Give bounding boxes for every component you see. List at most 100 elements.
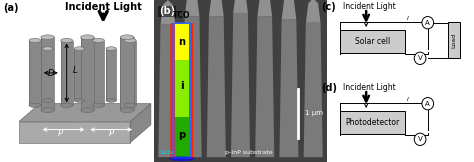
Polygon shape	[81, 37, 83, 110]
Text: 1 μm: 1 μm	[305, 110, 323, 116]
Bar	[74, 49, 84, 100]
Text: Solar cell: Solar cell	[355, 37, 390, 46]
Circle shape	[414, 52, 426, 64]
Polygon shape	[257, 0, 272, 16]
Ellipse shape	[92, 103, 104, 107]
Bar	[43, 49, 53, 100]
Bar	[340, 30, 405, 53]
Ellipse shape	[81, 108, 94, 113]
Polygon shape	[282, 0, 296, 19]
Text: (b): (b)	[159, 6, 175, 17]
Polygon shape	[74, 49, 77, 100]
Text: Photodetector: Photodetector	[345, 118, 400, 127]
Bar	[175, 117, 189, 157]
Text: i: i	[180, 81, 183, 91]
Text: p: p	[178, 130, 185, 140]
Ellipse shape	[41, 108, 55, 113]
Text: I: I	[407, 16, 409, 21]
Polygon shape	[306, 0, 320, 23]
Polygon shape	[255, 16, 260, 157]
Text: Incident Light: Incident Light	[343, 83, 396, 93]
FancyBboxPatch shape	[170, 23, 193, 158]
Ellipse shape	[81, 35, 94, 40]
Polygon shape	[231, 13, 250, 157]
Text: D: D	[47, 69, 54, 78]
Bar	[124, 40, 136, 105]
Text: I: I	[407, 97, 409, 102]
Polygon shape	[304, 23, 309, 157]
Polygon shape	[209, 0, 224, 16]
Text: Incident Light: Incident Light	[65, 2, 142, 12]
Ellipse shape	[29, 103, 41, 107]
Ellipse shape	[106, 99, 116, 102]
Ellipse shape	[120, 35, 134, 40]
Polygon shape	[280, 19, 284, 157]
Polygon shape	[231, 13, 236, 157]
Ellipse shape	[74, 47, 84, 50]
Polygon shape	[130, 104, 151, 143]
Ellipse shape	[169, 156, 195, 161]
Text: V: V	[418, 55, 422, 61]
Text: P: P	[58, 129, 63, 138]
Text: L: L	[73, 66, 78, 75]
Ellipse shape	[74, 99, 84, 102]
Ellipse shape	[61, 103, 73, 107]
Text: Incident Light: Incident Light	[343, 2, 396, 12]
Polygon shape	[120, 37, 123, 110]
Polygon shape	[182, 16, 201, 157]
Ellipse shape	[43, 99, 53, 102]
Polygon shape	[185, 0, 200, 16]
Text: A: A	[425, 20, 430, 26]
Polygon shape	[106, 49, 109, 100]
Text: P: P	[109, 129, 114, 138]
Bar	[120, 37, 134, 110]
Text: A: A	[425, 101, 430, 107]
Polygon shape	[158, 24, 177, 157]
Text: SiOx: SiOx	[159, 150, 173, 155]
Polygon shape	[182, 16, 188, 157]
Polygon shape	[233, 0, 248, 13]
Circle shape	[422, 17, 434, 29]
Ellipse shape	[120, 108, 134, 113]
Ellipse shape	[43, 47, 53, 50]
Bar	[41, 37, 55, 110]
Ellipse shape	[29, 38, 41, 43]
Text: (c): (c)	[321, 2, 336, 12]
Text: Load: Load	[451, 33, 456, 48]
Bar	[340, 111, 405, 134]
Polygon shape	[29, 40, 31, 105]
Circle shape	[414, 133, 426, 145]
Text: (d): (d)	[321, 83, 337, 93]
Bar	[29, 40, 41, 105]
Polygon shape	[61, 40, 63, 105]
Polygon shape	[43, 49, 45, 100]
Polygon shape	[255, 16, 274, 157]
Bar	[106, 49, 116, 100]
Polygon shape	[161, 0, 175, 24]
Polygon shape	[207, 16, 226, 157]
Polygon shape	[124, 40, 127, 105]
Text: V: V	[418, 136, 422, 142]
Bar	[61, 40, 73, 105]
Ellipse shape	[41, 35, 55, 40]
Polygon shape	[19, 104, 151, 122]
Polygon shape	[207, 16, 212, 157]
Ellipse shape	[61, 38, 73, 43]
Bar	[448, 22, 460, 58]
Polygon shape	[19, 122, 130, 143]
Polygon shape	[304, 23, 323, 157]
Text: (a): (a)	[3, 3, 18, 13]
Bar	[81, 37, 94, 110]
Ellipse shape	[106, 47, 116, 50]
Polygon shape	[92, 40, 95, 105]
Bar	[175, 60, 189, 117]
Polygon shape	[41, 37, 43, 110]
Polygon shape	[280, 19, 299, 157]
Polygon shape	[158, 24, 164, 157]
Ellipse shape	[92, 38, 104, 43]
Text: n: n	[178, 37, 185, 47]
Bar	[175, 24, 189, 60]
Circle shape	[422, 98, 434, 110]
Bar	[92, 40, 104, 105]
Ellipse shape	[124, 38, 136, 43]
